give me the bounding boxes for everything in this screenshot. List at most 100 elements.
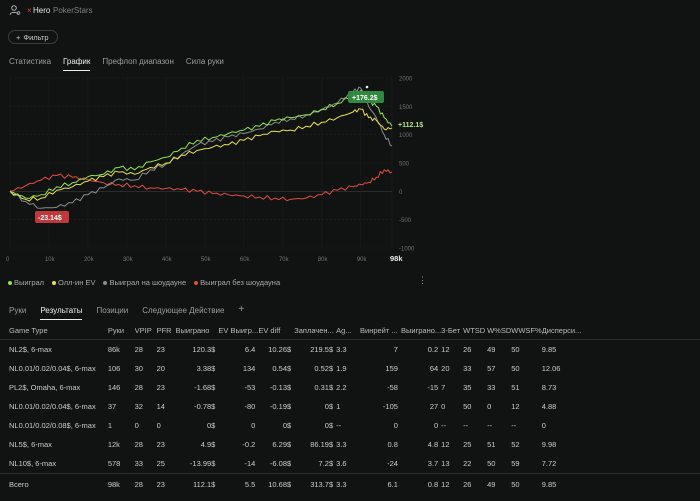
table-cell: 4.88	[541, 402, 557, 411]
column-header[interactable]: Выиграно...	[400, 322, 442, 340]
legend-item-allin-ev[interactable]: Олл-ин EV	[52, 278, 95, 287]
column-header[interactable]: WWSF%	[511, 322, 542, 340]
table-cell: 23	[156, 440, 165, 449]
legend-item-won[interactable]: Выиграл	[8, 278, 44, 287]
tab-preflop-range[interactable]: Префлоп диапазон	[102, 57, 174, 66]
x-tick-label: 30k	[123, 257, 134, 263]
y-tick-label: -500	[399, 218, 412, 224]
table-cell: 7.2$	[318, 459, 334, 468]
column-header[interactable]: Game Type	[0, 322, 108, 340]
column-header[interactable]: Руки	[107, 322, 135, 340]
table-cell: -0.2	[242, 440, 256, 449]
legend-dot	[103, 280, 108, 285]
table-row[interactable]: NL0.01/0.02/0.04$, 6-max 106 30 20 3.38$ 134 0…	[0, 359, 700, 378]
legend-item-showdown[interactable]: Выиграл на шоудауне	[103, 278, 186, 287]
x-tick-label: 60k	[240, 257, 251, 263]
table-cell: Всего	[0, 473, 108, 494]
table-row[interactable]: NL5$, 6-max 12k 28 23 4.9$ -0.2 6.29$ 86.19$ 3.3…	[0, 435, 700, 454]
tab-results[interactable]: Результаты	[40, 306, 83, 320]
column-header[interactable]: 3-Бет	[441, 322, 464, 340]
table-cell: 10.68$	[258, 473, 295, 494]
table-row[interactable]: NL10$, 6-max 578 33 25 -13.99$ -14 -6.08$ 7.2$ 3…	[0, 454, 700, 474]
table-cell: 120.3$	[192, 345, 216, 354]
tab-statistics[interactable]: Статистика	[9, 57, 52, 66]
total-row[interactable]: Всего 98k 28 23 112.1$ 5.5 10.68$ 313.7$ 3.3 6.1 0…	[0, 473, 700, 494]
table-cell: 23	[156, 383, 165, 392]
table-cell: 0	[487, 402, 492, 411]
column-header[interactable]: Ag...	[336, 322, 360, 340]
column-header[interactable]: WTSD	[463, 322, 488, 340]
table-cell: NL2$, 6-max	[9, 345, 52, 354]
table-cell: 86.19$	[310, 440, 334, 449]
table-cell: 25	[156, 459, 165, 468]
table-row[interactable]: NL0.01/0.02/0.08$, 6-max 1 0 0 0$ 0 0$ 0$ -- 0 0 --…	[0, 416, 700, 435]
tab-positions[interactable]: Позиции	[96, 306, 129, 315]
table-cell: 28	[134, 440, 143, 449]
table-cell: 10.26$	[268, 345, 292, 354]
table-cell: -15	[427, 383, 439, 392]
table-cell: 0	[434, 421, 439, 430]
table-cell: 27	[429, 402, 439, 411]
table-cell: 3.38$	[196, 364, 216, 373]
table-cell: NL0.01/0.02/0.04$, 6-max	[9, 364, 96, 373]
table-cell: 313.7$	[294, 473, 337, 494]
x-tick-label: 10k	[45, 257, 56, 263]
add-tab-icon[interactable]: +	[238, 304, 245, 315]
tab-graph[interactable]: График	[63, 57, 91, 71]
tab-next-action[interactable]: Следующее Действие	[142, 306, 225, 315]
column-header[interactable]: EV diff	[258, 322, 295, 340]
table-cell-spacer	[582, 435, 700, 454]
max-badge	[348, 91, 384, 103]
table-cell: 37	[107, 402, 117, 411]
x-tick-label: 80k	[318, 257, 329, 263]
table-row[interactable]: NL0.01/0.02/0.04$, 6-max 37 32 14 -0.78$ -80 -…	[0, 397, 700, 416]
column-header[interactable]: EV Выигр...	[218, 322, 259, 340]
tab-hands[interactable]: Руки	[9, 306, 27, 315]
table-cell: PL2$, Omaha, 6-max	[9, 383, 81, 392]
legend-label: Выиграл без шоудауна	[200, 278, 281, 287]
table-cell: 33	[487, 383, 496, 392]
column-header[interactable]: W%SD	[487, 322, 512, 340]
table-cell: 50	[511, 473, 542, 494]
bottom-tabs: Руки Результаты Позиции Следующее Действ…	[9, 304, 245, 320]
column-header[interactable]: VPIP	[134, 322, 157, 340]
column-header[interactable]: Дисперси...	[541, 322, 582, 340]
table-cell: 12.06	[541, 364, 561, 373]
user-settings-icon[interactable]	[9, 4, 21, 16]
site-name: PokerStars	[53, 6, 93, 15]
table-row[interactable]: PL2$, Omaha, 6-max 146 28 23 -1.68$ -53 -0.13$…	[0, 378, 700, 397]
column-header[interactable]: Заплачен...	[294, 322, 337, 340]
filter-button[interactable]: + Фильтр	[8, 30, 58, 44]
min-badge	[35, 211, 69, 223]
table-cell: NL10$, 6-max	[9, 459, 57, 468]
table-cell: -13.99$	[189, 459, 216, 468]
table-cell-spacer	[581, 473, 700, 494]
chart-menu-icon[interactable]: ⋮	[418, 275, 427, 285]
table-cell: 0.52$	[314, 364, 334, 373]
table-cell: 22	[463, 459, 472, 468]
column-header[interactable]: Винрейт ...	[360, 322, 401, 340]
y-tick-label: 500	[399, 162, 410, 168]
table-cell: 7	[441, 383, 446, 392]
tab-hand-strength[interactable]: Сила руки	[185, 57, 224, 66]
column-header[interactable]: Выиграно	[175, 322, 219, 340]
column-header[interactable]: PFR	[156, 322, 176, 340]
legend-label: Олл-ин EV	[58, 278, 96, 287]
table-cell: 64	[429, 364, 439, 373]
remove-player-icon[interactable]: ×	[27, 6, 32, 15]
legend-item-non-showdown[interactable]: Выиграл без шоудауна	[194, 278, 280, 287]
table-row[interactable]: NL2$, 6-max 86k 28 23 120.3$ 6.4 10.26$ 219.5$ 3…	[0, 340, 700, 360]
table-cell: 0	[156, 421, 161, 430]
table-cell: 50	[463, 402, 472, 411]
table-cell: 51	[511, 383, 520, 392]
table-cell: -0.78$	[194, 402, 216, 411]
table-cell: 9.85	[541, 473, 582, 494]
header: × Hero PokerStars	[0, 0, 700, 22]
table-cell: 57	[487, 364, 496, 373]
table-cell: 4.8	[427, 440, 439, 449]
table-cell: 6.29$	[272, 440, 292, 449]
table-cell: 578	[107, 459, 121, 468]
table-cell: 7.72	[541, 459, 557, 468]
table-cell: -105	[382, 402, 398, 411]
table-cell: --	[487, 421, 493, 430]
